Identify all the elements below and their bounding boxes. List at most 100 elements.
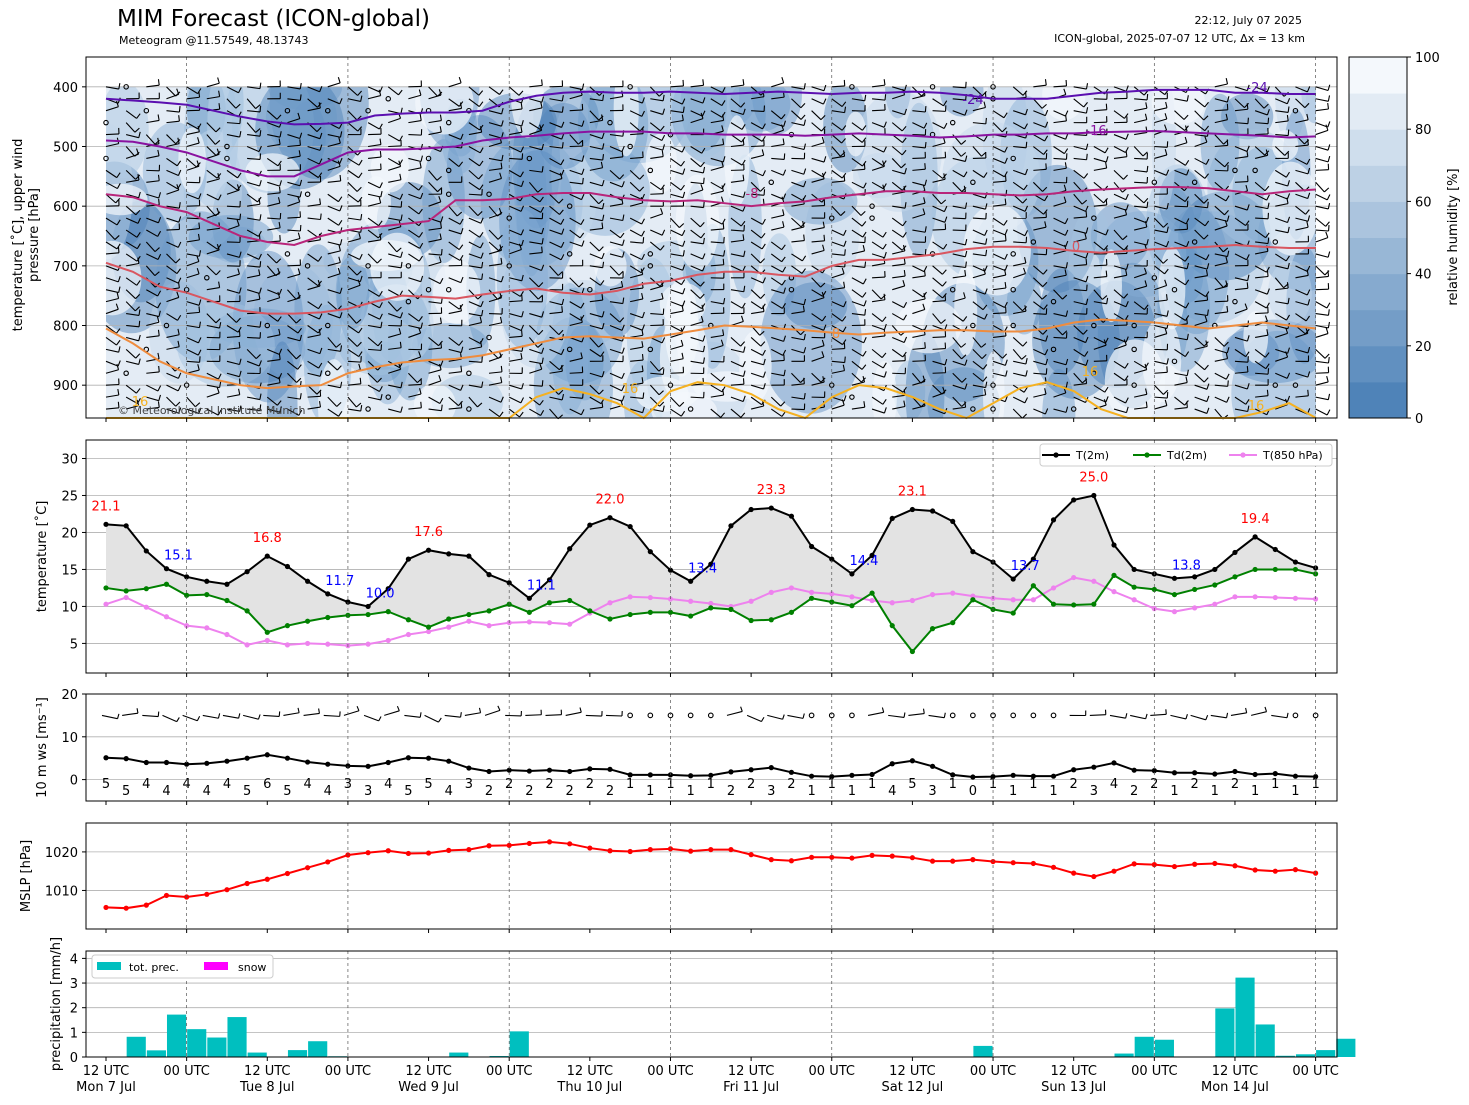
t2m-point bbox=[869, 552, 875, 558]
wind-barb-flag bbox=[1327, 251, 1331, 258]
wind-barb bbox=[468, 396, 478, 408]
wind-barb bbox=[1113, 193, 1127, 201]
wind-barb bbox=[549, 157, 562, 166]
wind-barb-flag bbox=[478, 174, 484, 180]
wind-barb bbox=[1194, 229, 1205, 240]
wind-barb-flag bbox=[720, 376, 726, 382]
wind-barb-flag bbox=[318, 158, 323, 165]
y-tick-label: 20 bbox=[61, 688, 78, 703]
wind-barb-flag bbox=[177, 241, 182, 248]
wind-barb-flag bbox=[178, 115, 180, 122]
wind-barb bbox=[791, 396, 805, 400]
wind-barb bbox=[327, 241, 341, 246]
wind-barb bbox=[1214, 193, 1227, 202]
speed-label: 4 bbox=[1110, 777, 1118, 792]
wind-barb-flag bbox=[882, 243, 887, 250]
wind-speed-point bbox=[103, 755, 109, 761]
wind-barb bbox=[166, 346, 180, 350]
t2m-point bbox=[1030, 556, 1036, 562]
wind-barb bbox=[851, 205, 862, 216]
wind-barb bbox=[166, 265, 178, 274]
t2m-point bbox=[829, 556, 835, 562]
wind-barb-flag bbox=[481, 309, 484, 317]
humidity-dry-cell bbox=[1151, 86, 1206, 125]
mslp-point bbox=[1171, 863, 1178, 870]
wind-barb bbox=[488, 408, 500, 418]
wind-barb bbox=[891, 348, 904, 358]
isotherm-label: -24 bbox=[962, 93, 983, 108]
wind-barb bbox=[569, 336, 583, 343]
wind-barb bbox=[871, 408, 885, 414]
wind-barb-flag bbox=[1285, 351, 1289, 358]
wind-barb-flag bbox=[358, 232, 361, 239]
humidity-cell bbox=[446, 115, 513, 220]
y-tick-label: 25 bbox=[61, 489, 78, 504]
wind-barb bbox=[1130, 714, 1146, 720]
wind-barb bbox=[408, 205, 420, 215]
wind-barb bbox=[266, 265, 277, 277]
wind-barb-flag bbox=[1143, 267, 1147, 274]
wind-barb bbox=[1033, 226, 1047, 231]
wind-barb bbox=[307, 277, 319, 287]
wind-barb bbox=[932, 178, 946, 183]
wind-barb bbox=[549, 122, 562, 128]
wind-barb bbox=[609, 95, 623, 100]
wind-barb bbox=[891, 217, 904, 227]
t2m-point bbox=[425, 547, 432, 553]
colorbar-label: relative humidity [%] bbox=[1446, 168, 1461, 305]
wind-barb-flag bbox=[116, 219, 121, 226]
wind-barb-flag bbox=[480, 300, 484, 307]
wind-barb bbox=[670, 229, 683, 237]
wind-barb-flag bbox=[1307, 167, 1311, 175]
wind-barb bbox=[1194, 217, 1206, 227]
wind-barb-flag bbox=[682, 250, 685, 257]
legend-marker bbox=[1240, 452, 1246, 458]
wind-barb bbox=[630, 334, 644, 338]
wind-barb bbox=[125, 229, 138, 238]
wind-barb bbox=[428, 131, 442, 136]
wind-barb bbox=[690, 277, 701, 287]
wind-barb-flag bbox=[621, 197, 624, 205]
wind-barb-flag bbox=[136, 280, 141, 286]
wind-barb-flag bbox=[561, 106, 564, 113]
wind-barb bbox=[1295, 193, 1308, 200]
wind-barb bbox=[992, 180, 1007, 183]
wind-barb bbox=[267, 217, 281, 220]
wind-barb-flag bbox=[318, 313, 323, 320]
wind-barb-flag bbox=[276, 114, 282, 120]
x-tick-label: 12 UTC Fri 11 Jul bbox=[723, 1064, 779, 1095]
wind-barb-flag bbox=[299, 82, 302, 90]
x-tick-label: 12 UTC Wed 9 Jul bbox=[398, 1064, 459, 1095]
mslp-point bbox=[1151, 862, 1157, 868]
wind-barb bbox=[912, 95, 926, 100]
wind-barb bbox=[831, 396, 845, 402]
wind-barb bbox=[1032, 181, 1043, 192]
mslp-point bbox=[526, 840, 532, 847]
wind-barb bbox=[226, 394, 240, 398]
wind-barb bbox=[1214, 396, 1227, 403]
wind-barb-flag bbox=[843, 150, 846, 157]
wind-barb bbox=[1275, 332, 1288, 338]
wind-barb bbox=[508, 169, 521, 178]
wind-barb-flag bbox=[983, 135, 988, 142]
wind-barb-flag bbox=[660, 207, 664, 215]
wind-barb bbox=[388, 165, 401, 171]
wind-barb bbox=[347, 348, 360, 357]
wind-barb bbox=[448, 205, 458, 217]
td2m-point bbox=[909, 648, 916, 655]
wind-barb-flag bbox=[903, 336, 908, 343]
wind-barb bbox=[750, 405, 764, 410]
wind-barb-flag bbox=[843, 175, 846, 182]
calm-circle bbox=[1091, 215, 1097, 221]
wind-barb-flag bbox=[418, 351, 422, 358]
wind-barb-flag bbox=[621, 395, 625, 402]
wind-barb-flag bbox=[641, 377, 644, 384]
wind-barb-flag bbox=[682, 106, 685, 113]
wind-barb bbox=[569, 94, 583, 100]
wind-barb-flag bbox=[1124, 362, 1129, 369]
wind-barb bbox=[166, 296, 179, 303]
wind-barb bbox=[166, 157, 178, 167]
wind-barb bbox=[609, 217, 623, 222]
wind-barb-flag bbox=[1042, 281, 1048, 288]
wind-barb-flag bbox=[620, 399, 624, 406]
